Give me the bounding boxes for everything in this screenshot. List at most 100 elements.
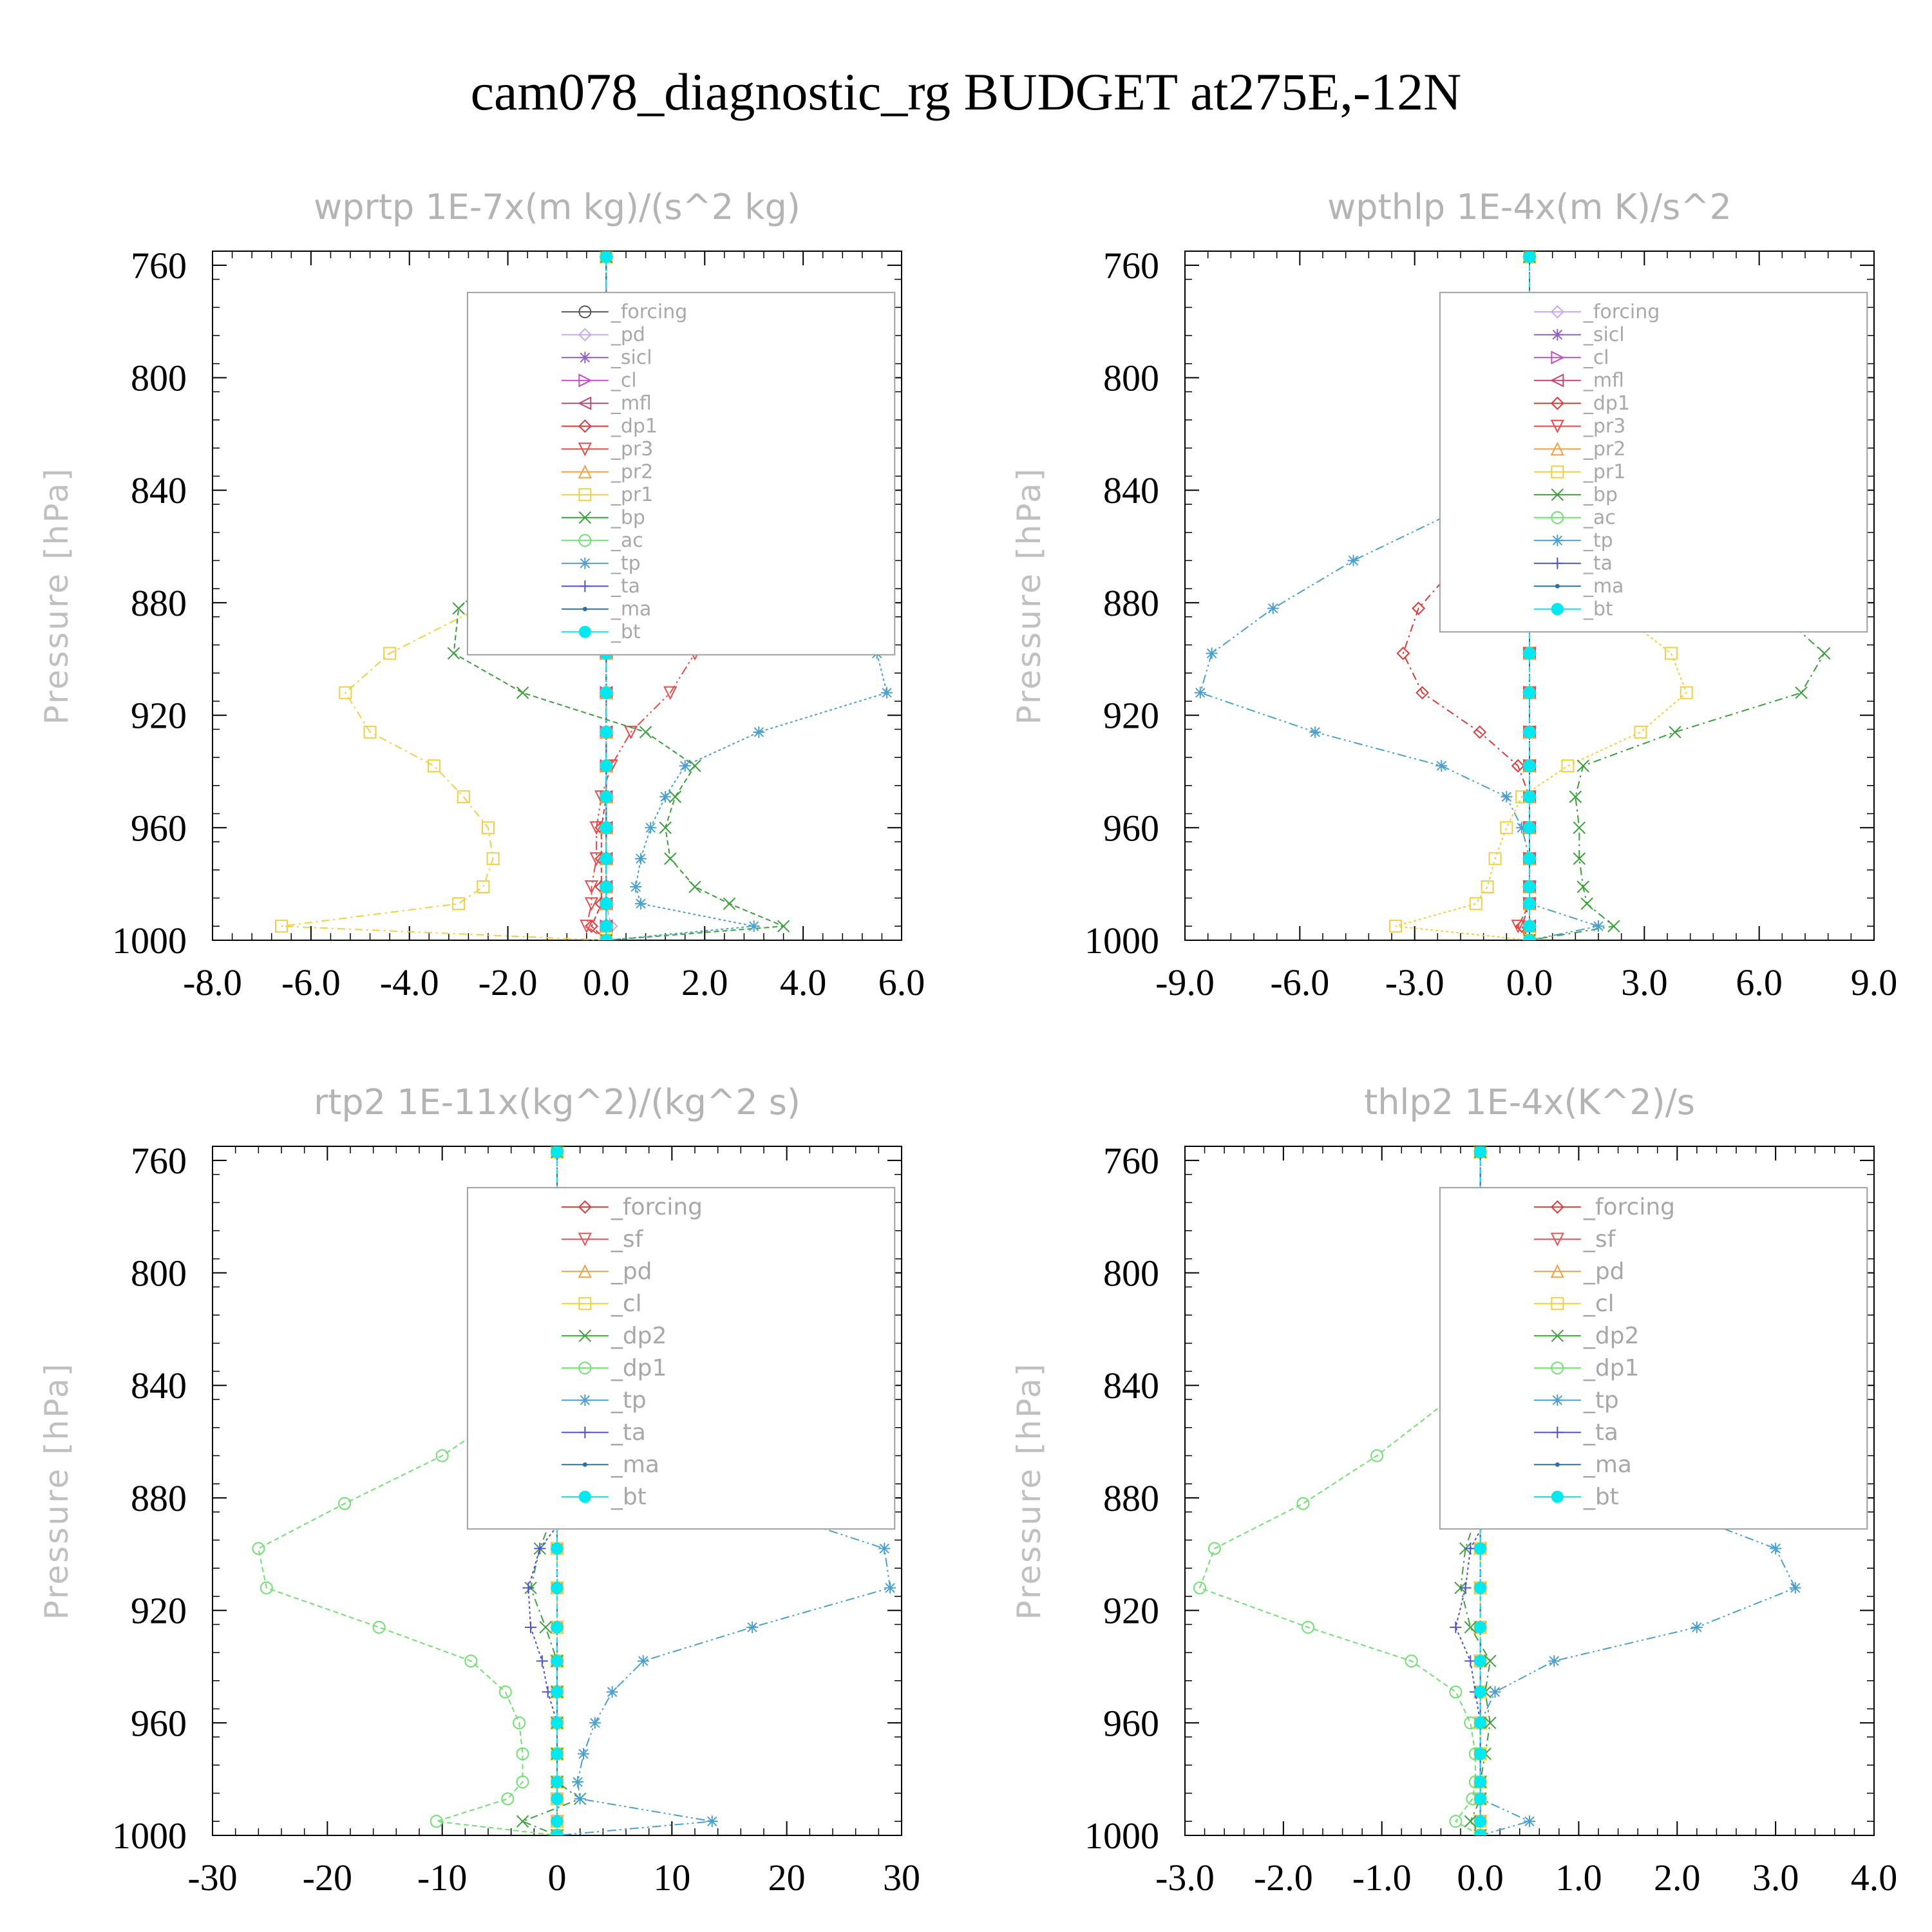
series-point-bt (1474, 1716, 1487, 1729)
y-tick-label: 880 (131, 582, 187, 624)
series-point-bt (1474, 1654, 1487, 1667)
series-point-pr1 (275, 920, 288, 933)
series-point-bp (516, 686, 529, 699)
plot-frame (1184, 1146, 1875, 1836)
legend-marker-dp1 (1550, 396, 1564, 410)
y-tick-label: 1000 (1084, 920, 1159, 961)
y-tick-label: 800 (1103, 1253, 1159, 1294)
legend-label: _pr1 (1583, 461, 1625, 484)
series-point-tp (746, 1621, 759, 1633)
series-point-bp (659, 821, 672, 835)
x-tick-label: 20 (768, 1857, 806, 1899)
legend-label: _forcing (1583, 301, 1660, 323)
legend-marker-bt (578, 625, 591, 638)
legend-label: _ma (1583, 575, 1624, 598)
legend-label: _dp1 (1583, 392, 1630, 415)
series-point-ac (1208, 1542, 1221, 1555)
legend-marker-pr3 (1550, 419, 1564, 433)
legend-marker-ac (1551, 1361, 1564, 1375)
series-point-bt (1523, 852, 1536, 865)
legend-marker-pr2 (1550, 441, 1564, 456)
y-axis-label: Pressure [hPa] (38, 1362, 75, 1620)
legend-marker-mfl (578, 396, 592, 410)
legend-marker-pr1 (1551, 465, 1564, 478)
y-tick-label: 960 (1103, 1702, 1159, 1744)
series-point-bt (1474, 1582, 1487, 1595)
legend-label: _bt (611, 621, 641, 643)
legend-box (1439, 292, 1868, 633)
series-point-bp (1818, 647, 1831, 660)
legend-label: _sf (1583, 1226, 1616, 1253)
x-tick-label: 1.0 (1555, 1857, 1602, 1899)
series-point-tp (1267, 602, 1279, 614)
legend-box (1439, 1187, 1868, 1530)
legend-marker-ma (582, 1462, 587, 1467)
legend-marker-bp (578, 511, 592, 524)
series-point-tp (1489, 1686, 1501, 1698)
series-point-dp2 (516, 1815, 529, 1828)
legend-marker-dp1 (578, 419, 592, 433)
y-tick-label: 1000 (112, 920, 187, 961)
legend-label: _forcing (611, 1194, 703, 1220)
y-tick-label: 760 (131, 245, 187, 287)
series-point-bt (1523, 790, 1536, 803)
legend-label: _pr2 (611, 461, 653, 484)
legend: _forcing _sf _pd _cl _dp2 _dp1 _tp _ta _ma _bt (1439, 1187, 1868, 1530)
series-point-tp (884, 1582, 896, 1594)
series-point-ac (1449, 1815, 1463, 1828)
series-point-ac (516, 1776, 529, 1789)
series-point-tp (1690, 1621, 1703, 1633)
series-point-dp1 (1412, 601, 1426, 616)
legend-label: _pr3 (611, 438, 653, 460)
y-tick-label: 840 (1103, 1365, 1159, 1406)
legend-label: _ta (611, 1419, 646, 1446)
series-point-ta (536, 1655, 548, 1667)
series-point-bp (723, 897, 736, 910)
x-tick-label: 0 (548, 1857, 567, 1899)
x-tick-label: -8.0 (183, 961, 242, 1003)
legend-marker-cl (1551, 350, 1565, 365)
legend-marker-tp (579, 557, 591, 569)
legend-marker-ma (1555, 583, 1560, 589)
series-point-bp (777, 920, 790, 933)
series-point-bt (551, 1582, 564, 1595)
series-point-bp (1669, 726, 1681, 739)
series-point-bt (600, 920, 612, 933)
series-point-ac (498, 1685, 512, 1699)
y-tick-label: 960 (131, 1702, 187, 1744)
series-point-bt (1523, 897, 1536, 910)
legend-label: _cl (611, 370, 637, 392)
series-point-bt (600, 790, 612, 803)
chart-panel: thlp2 1E-4x(K^2)/s Pressure [hPa] -3.0 -2.0… (1010, 1082, 1897, 1899)
series-point-dp1 (1473, 725, 1487, 739)
y-tick-label: 760 (1103, 1140, 1159, 1182)
chart-title: rtp2 1E-11x(kg^2)/(kg^2 s) (314, 1082, 800, 1122)
series-point-tp (574, 1793, 586, 1805)
x-tick-label: -3.0 (1155, 1857, 1215, 1899)
series-point-bp (447, 647, 460, 660)
legend-label: _sicl (1583, 324, 1625, 346)
series-point-tp (578, 1748, 590, 1760)
series-point-tp (679, 760, 691, 772)
series-point-pr1 (383, 647, 397, 660)
legend-marker-ma (1555, 1462, 1560, 1467)
legend-label: _ma (611, 598, 652, 621)
series-point-bt (1474, 1792, 1487, 1805)
legend-label: _bp (611, 507, 645, 529)
legend-marker-tp (1551, 535, 1564, 547)
y-tick-label: 920 (1103, 1590, 1159, 1632)
series-point-tp (881, 687, 893, 699)
legend-label: _dp1 (1583, 1355, 1640, 1381)
legend-marker-mfl (1550, 374, 1564, 388)
y-tick-label: 800 (1103, 357, 1159, 399)
series-point-bt (1523, 920, 1536, 933)
series-point-bt (551, 1654, 564, 1667)
series-point-pr1 (1664, 647, 1678, 660)
series-point-ta (1459, 1582, 1472, 1594)
series-point-bp (1577, 759, 1589, 772)
chart-title: thlp2 1E-4x(K^2)/s (1364, 1082, 1695, 1122)
series-point-bt (551, 1747, 564, 1760)
series-point-bp (1580, 897, 1593, 910)
legend-label: _ac (1583, 507, 1616, 529)
legend-marker-dp2 (1551, 1329, 1564, 1342)
